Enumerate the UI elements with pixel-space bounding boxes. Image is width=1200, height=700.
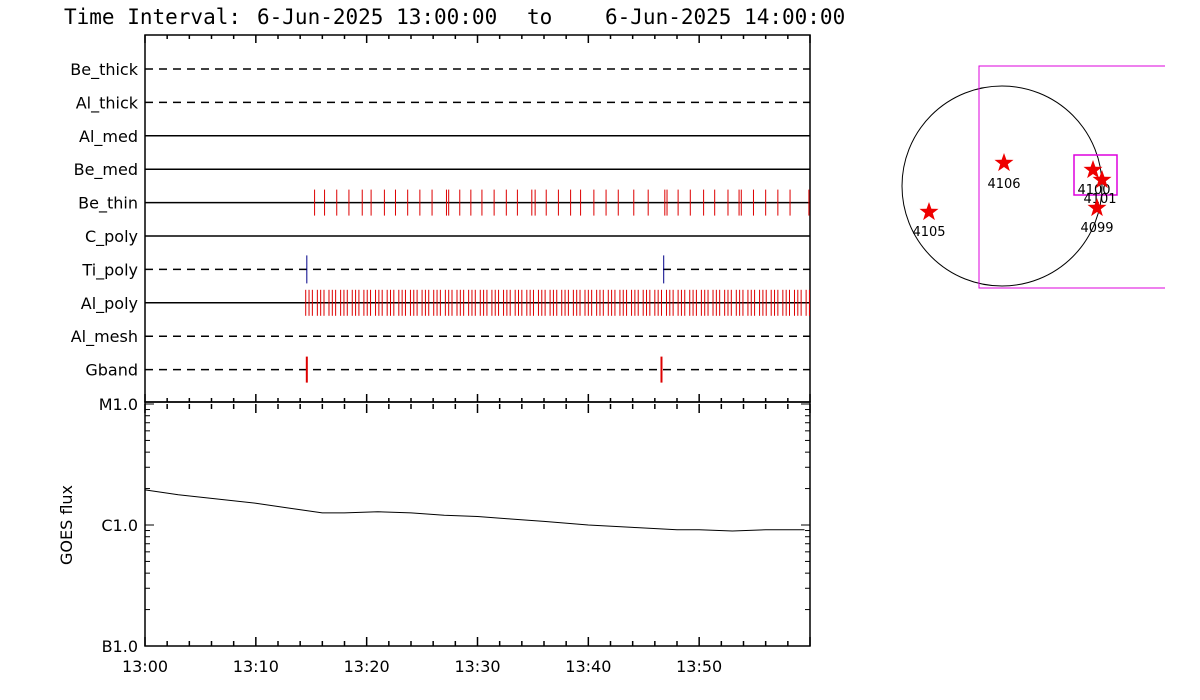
channel-al-thick: Al_thick xyxy=(76,93,810,113)
channel-be-med: Be_med xyxy=(74,160,810,180)
title: Time Interval: 6-Jun-2025 13:00:00 to 6-… xyxy=(64,5,845,29)
active-region-star xyxy=(919,202,939,221)
active-region-label: 4106 xyxy=(987,177,1020,192)
goes-xtick-label: 13:50 xyxy=(676,657,722,676)
channel-al-mesh: Al_mesh xyxy=(71,327,810,347)
title-label: Time Interval: xyxy=(64,5,241,29)
channel-label: Al_med xyxy=(79,127,138,147)
channel-c-poly: C_poly xyxy=(85,227,810,247)
active-region-label: 4099 xyxy=(1080,221,1113,236)
title-to: to xyxy=(527,5,552,29)
timeline-frame xyxy=(144,34,811,403)
channel-label: Be_med xyxy=(74,160,138,180)
goes-xtick-label: 13:30 xyxy=(454,657,500,676)
goes-xtick-label: 13:10 xyxy=(233,657,279,676)
channel-ti-poly: Ti_poly xyxy=(81,255,810,284)
channel-label: Be_thin xyxy=(78,194,138,214)
channel-label: Ti_poly xyxy=(81,260,138,280)
field-of-view-box xyxy=(978,65,1165,289)
channel-label: Be_thick xyxy=(70,60,138,80)
goes-flux-series xyxy=(144,489,805,532)
title-start: 6-Jun-2025 13:00:00 xyxy=(257,5,497,29)
target-box xyxy=(1073,154,1118,196)
goes-xtick-label: 13:20 xyxy=(344,657,390,676)
solar-disk xyxy=(901,85,1103,287)
channel-be-thin: Be_thin xyxy=(78,189,810,216)
title-end: 6-Jun-2025 14:00:00 xyxy=(605,5,845,29)
active-region-star xyxy=(1083,160,1103,179)
goes-xtick-label: 13:40 xyxy=(565,657,611,676)
goes-flux-panel: M1.0 C1.0 B1.013:00 13:10 13:20 13:30 13:40 13:… xyxy=(57,395,811,676)
channel-label: Gband xyxy=(85,361,138,380)
channel-label: Al_poly xyxy=(81,294,138,314)
goes-ytick-label: B1.0 xyxy=(102,637,138,656)
channel-label: Al_mesh xyxy=(71,327,138,347)
goes-ytick-label: C1.0 xyxy=(101,516,138,535)
goes-ylabel: GOES flux xyxy=(57,485,76,565)
goes-xtick-label: 13:00 xyxy=(122,657,168,676)
channel-label: Al_thick xyxy=(76,93,139,113)
active-region-star xyxy=(1092,170,1112,189)
channel-al-med: Al_med xyxy=(79,127,810,147)
channel-gband: Gband xyxy=(85,356,810,383)
goes-frame xyxy=(144,401,811,647)
active-region-star xyxy=(1087,198,1107,217)
goes-ytick-label: M1.0 xyxy=(99,395,138,414)
channel-al-poly: Al_poly xyxy=(81,289,810,316)
channel-label: C_poly xyxy=(85,227,138,247)
active-region-star xyxy=(994,153,1014,172)
channel-be-thick: Be_thick xyxy=(70,60,810,80)
active-region-label: 4100 xyxy=(1077,183,1110,198)
channel-timeline-panel: Be_thick Al_thick Al_med Be_med Be_thin C_pol… xyxy=(70,34,811,403)
active-region-label: 4105 xyxy=(912,225,945,240)
active-region-label: 4101 xyxy=(1083,192,1116,207)
